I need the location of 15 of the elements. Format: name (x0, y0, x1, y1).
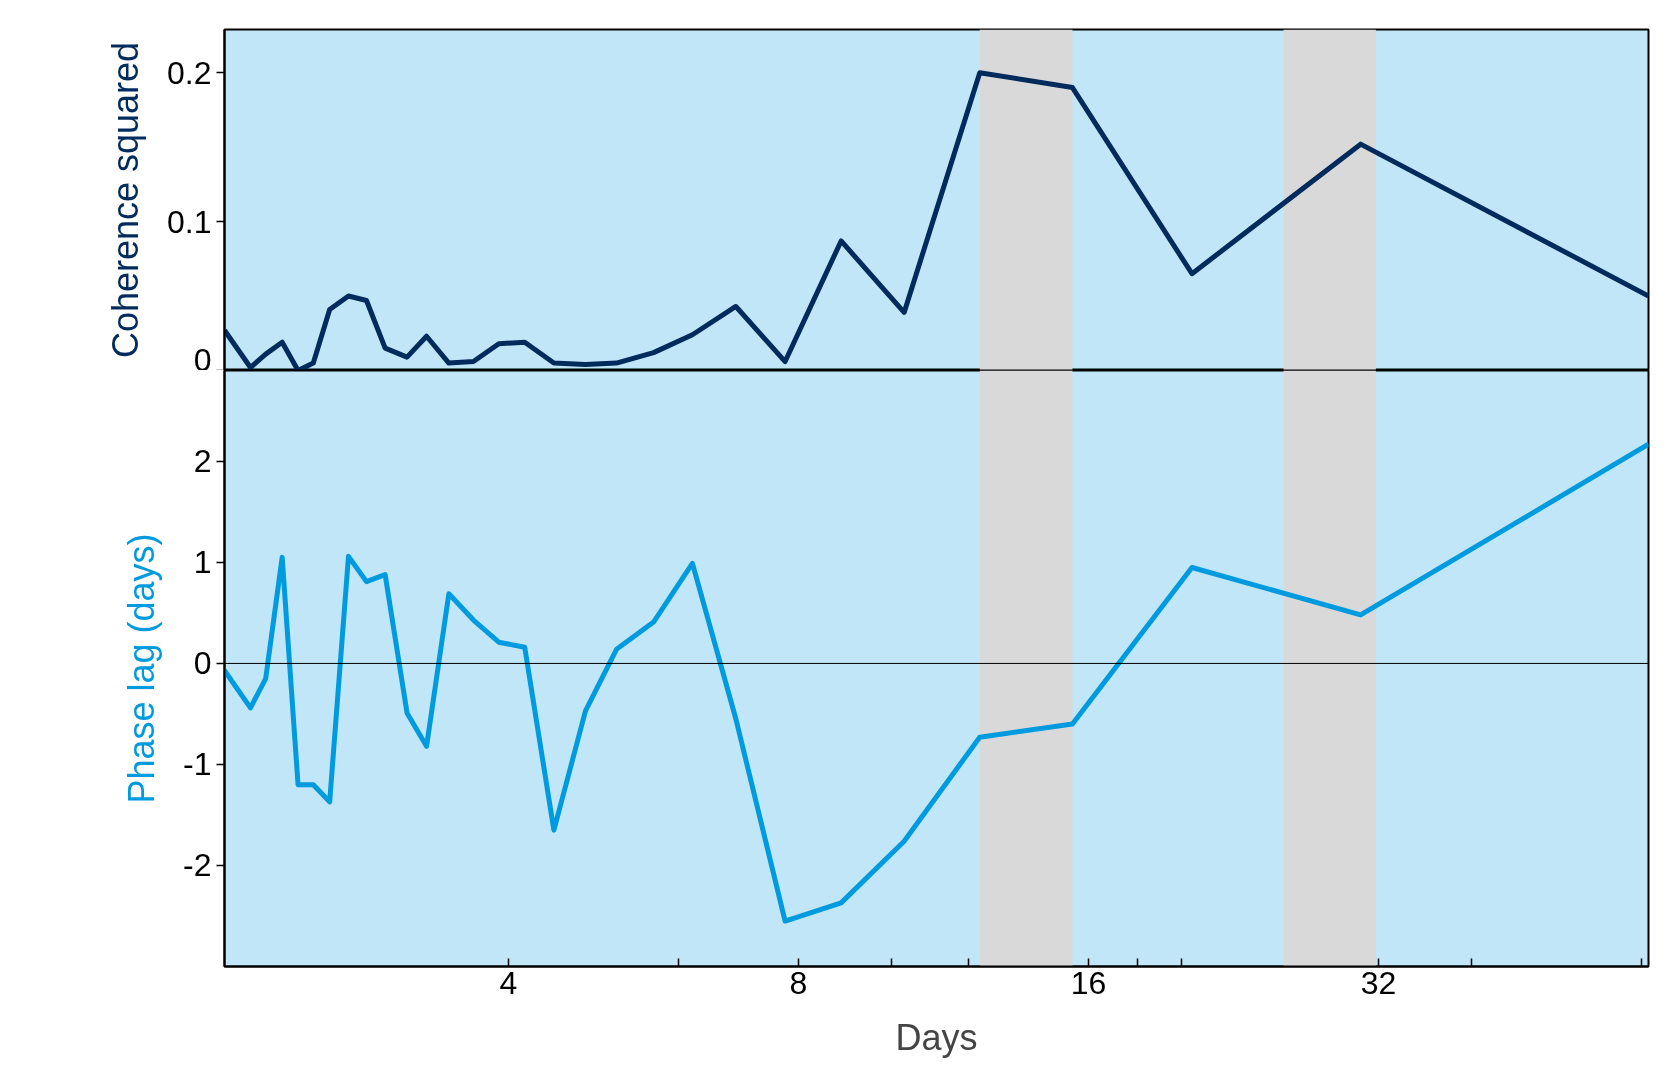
y-tick-label: -2 (183, 847, 212, 884)
x-tick-label: 16 (1070, 964, 1107, 1001)
x-tick-label: 4 (499, 964, 518, 1001)
y-axis-title: Phase lag (days) (121, 533, 163, 804)
x-tick-label: 32 (1360, 964, 1397, 1001)
y-tick-label: 0 (193, 341, 212, 378)
x-tick-label: 8 (789, 964, 808, 1001)
y-tick-label: 0.1 (167, 203, 212, 240)
y-tick-label: 1 (193, 544, 212, 581)
y-tick-label: -1 (183, 746, 212, 783)
y-tick-label: 2 (193, 443, 212, 480)
y-axis-title: Coherence squared (105, 41, 147, 359)
y-tick-label: 0.2 (167, 54, 212, 91)
x-axis-title: Days (895, 1016, 978, 1058)
y-tick-label: 0 (193, 645, 212, 682)
